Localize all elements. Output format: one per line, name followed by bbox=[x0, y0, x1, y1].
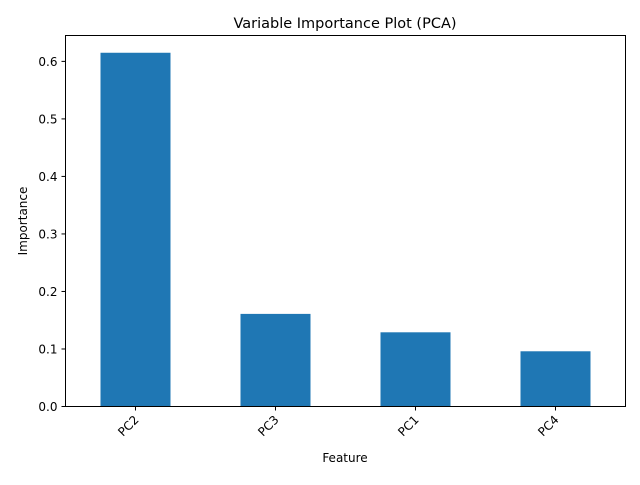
bar-pc2 bbox=[100, 52, 171, 407]
y-tick-label: 0.2 bbox=[38, 285, 57, 299]
x-axis-label: Feature bbox=[322, 451, 367, 465]
y-axis-ticks: 0.0 0.1 0.2 0.3 0.4 0.5 0.6 bbox=[38, 55, 66, 414]
y-tick-label: 0.5 bbox=[38, 112, 57, 126]
y-tick-label: 0.3 bbox=[38, 227, 57, 241]
y-tick-label: 0.1 bbox=[38, 342, 57, 356]
bar-pc3 bbox=[240, 313, 311, 407]
chart-title: Variable Importance Plot (PCA) bbox=[233, 16, 456, 32]
bars-layer bbox=[100, 52, 591, 407]
plot-frame bbox=[65, 35, 626, 407]
y-tick-label: 0.6 bbox=[38, 55, 57, 69]
bar-pc4 bbox=[520, 351, 591, 407]
y-tick-label: 0.4 bbox=[38, 170, 57, 184]
y-axis-label: Importance bbox=[16, 187, 30, 256]
bar-pc1 bbox=[380, 332, 451, 407]
y-tick-label: 0.0 bbox=[38, 400, 57, 414]
